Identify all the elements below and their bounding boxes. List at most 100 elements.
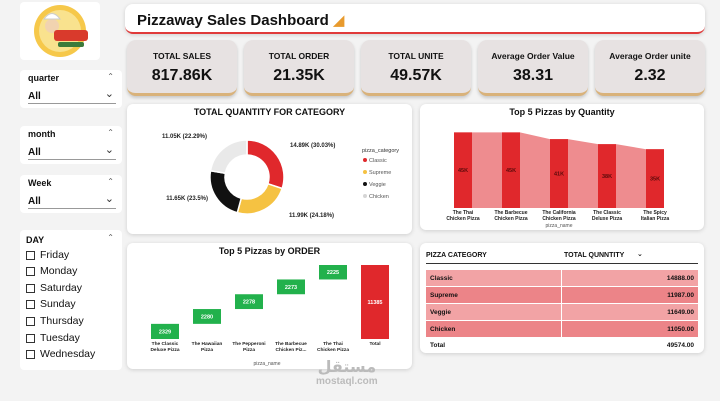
legend-label-classic: Classic	[369, 158, 387, 164]
divider	[28, 103, 116, 104]
checkbox[interactable]	[26, 266, 35, 276]
order-waterfall-panel: Top 5 Pizzas by ORDER 2329 The Classic Del…	[127, 243, 412, 369]
waterfall-data-label: 2280	[201, 314, 213, 320]
checkbox[interactable]	[26, 299, 35, 309]
x-tick-label: Total	[369, 341, 380, 347]
quantity-chart-title: Top 5 Pizzas by Quantity	[509, 107, 615, 117]
bar-4	[598, 144, 616, 208]
waterfall-data-label: 11385	[368, 300, 383, 306]
donut-slice-supreme	[236, 182, 284, 215]
divider	[28, 159, 116, 160]
x-axis-label: pizza_name	[546, 223, 573, 229]
divider	[561, 265, 562, 337]
kpi-total-order: TOTAL ORDER 21.35K	[244, 40, 354, 96]
waterfall-bar	[319, 265, 347, 280]
table-row[interactable]: Classic 14888.00	[426, 270, 698, 286]
title-bar: Pizzaway Sales Dashboard ◢	[125, 4, 705, 34]
x-tick-label: The California	[542, 210, 576, 216]
kpi-average-order-value: Average Order Value 38.31	[478, 40, 588, 96]
chevron-down-icon[interactable]: ⌄	[104, 144, 114, 156]
sort-desc-icon[interactable]: ⌄	[637, 251, 643, 258]
x-tick-label: Chicken Pizza	[317, 347, 349, 353]
legend-marker-classic	[363, 158, 367, 162]
legend-label-chicken: Chicken	[369, 194, 389, 200]
chevron-up-icon[interactable]: ⌃	[107, 128, 114, 137]
waterfall-bar	[235, 294, 263, 310]
divider	[28, 208, 116, 209]
checkbox[interactable]	[26, 333, 35, 343]
x-tick-label: The Pepperoni	[232, 341, 265, 347]
chevron-down-icon[interactable]: ⌄	[104, 88, 114, 100]
legend-label-veggie: Veggie	[369, 182, 386, 188]
slicer-quarter[interactable]: quarter ⌃ All ⌄	[20, 70, 122, 108]
donut-chart-panel: TOTAL QUANTITY FOR CATEGORY 14.89K (30.0…	[127, 104, 412, 234]
x-tick-label: Chicken Pizza	[542, 216, 576, 222]
chevron-up-icon[interactable]: ⌃	[107, 72, 114, 81]
day-option-thursday[interactable]: Thursday	[26, 315, 84, 327]
table-row[interactable]: Supreme 11987.00	[426, 287, 698, 303]
checkbox[interactable]	[26, 316, 35, 326]
donut-data-label: 11.99K (24.18%)	[289, 213, 334, 219]
order-chart-title: Top 5 Pizzas by ORDER	[218, 246, 321, 256]
checkbox[interactable]	[26, 349, 35, 359]
watermark: مستقل mostaql.com	[316, 359, 378, 388]
donut-slice-chicken	[209, 139, 248, 175]
table-row[interactable]: Veggie 11649.00	[426, 304, 698, 320]
bar-2	[502, 132, 520, 208]
day-option-tuesday[interactable]: Tuesday	[26, 332, 80, 344]
x-tick-label: The Thai	[453, 210, 474, 216]
donut-chart: 14.89K (30.03%) 11.99K (24.18%) 11.65K (23…	[162, 134, 399, 219]
bar-data-label: 35K	[650, 177, 660, 183]
waterfall-bar	[151, 323, 179, 339]
day-option-wednesday[interactable]: Wednesday	[26, 348, 95, 360]
checkbox[interactable]	[26, 283, 35, 293]
slicer-week[interactable]: Week ⌃ All ⌄	[20, 175, 122, 213]
day-option-sunday[interactable]: Sunday	[26, 298, 76, 310]
legend-marker-veggie	[363, 182, 367, 186]
slicer-month[interactable]: month ⌃ All ⌄	[20, 126, 122, 164]
x-tick-label: The Classic	[593, 210, 621, 216]
donut-data-label: 14.89K (30.03%)	[290, 143, 335, 149]
day-option-friday[interactable]: Friday	[26, 249, 69, 261]
legend-marker-supreme	[363, 170, 367, 174]
divider	[426, 263, 698, 264]
bar-data-label: 38K	[602, 174, 612, 180]
x-tick-label: The Hawaiian	[192, 341, 223, 347]
pizza-chef-logo-icon	[34, 5, 88, 57]
legend-label-supreme: Supreme	[369, 170, 391, 176]
bar-data-label: 45K	[506, 168, 516, 174]
x-tick-label: The Spicy	[643, 210, 667, 216]
x-tick-label: The Barbecue	[275, 341, 307, 347]
bar-5	[646, 149, 664, 208]
pizza-slice-icon: ◢	[332, 12, 345, 29]
x-tick-label: Deluxe Pizza	[592, 216, 623, 222]
table-total-row: Total 49574.00	[430, 342, 694, 349]
donut-data-label: 11.05K (22.29%)	[162, 134, 207, 140]
table-header: PIZZA CATEGORY TOTAL QUNNTITY ⌄	[426, 251, 643, 259]
day-option-monday[interactable]: Monday	[26, 265, 77, 277]
checkbox[interactable]	[26, 250, 35, 260]
x-tick-label: Chicken Pizza	[446, 216, 480, 222]
bar-3	[550, 139, 568, 208]
chevron-up-icon[interactable]: ⌃	[107, 177, 114, 186]
quantity-bar-chart-panel: Top 5 Pizzas by Quantity 45K The Thai Chic…	[420, 104, 704, 230]
donut-data-label: 11.65K (23.5%)	[166, 196, 208, 202]
waterfall-bar	[277, 279, 305, 295]
chevron-up-icon[interactable]: ⌃	[107, 233, 114, 242]
x-tick-label: Italian Pizza	[641, 216, 670, 222]
day-option-saturday[interactable]: Saturday	[26, 282, 82, 294]
donut-chart-title: TOTAL QUANTITY FOR CATEGORY	[193, 107, 346, 117]
x-tick-label: Pizza	[201, 347, 213, 353]
waterfall-total-bar	[361, 265, 389, 339]
legend-title: pizza_category	[362, 148, 399, 154]
waterfall-data-label: 2329	[159, 329, 171, 335]
donut-slice-veggie	[209, 169, 243, 214]
table-row[interactable]: Chicken 11050.00	[426, 321, 698, 337]
waterfall-data-label: 2273	[285, 285, 297, 291]
kpi-total-unite: TOTAL UNITE 49.57K	[361, 40, 471, 96]
bar-1	[454, 132, 472, 208]
chevron-down-icon[interactable]: ⌄	[104, 193, 114, 205]
category-table-panel: PIZZA CATEGORY TOTAL QUNNTITY ⌄ Classic …	[420, 243, 704, 353]
